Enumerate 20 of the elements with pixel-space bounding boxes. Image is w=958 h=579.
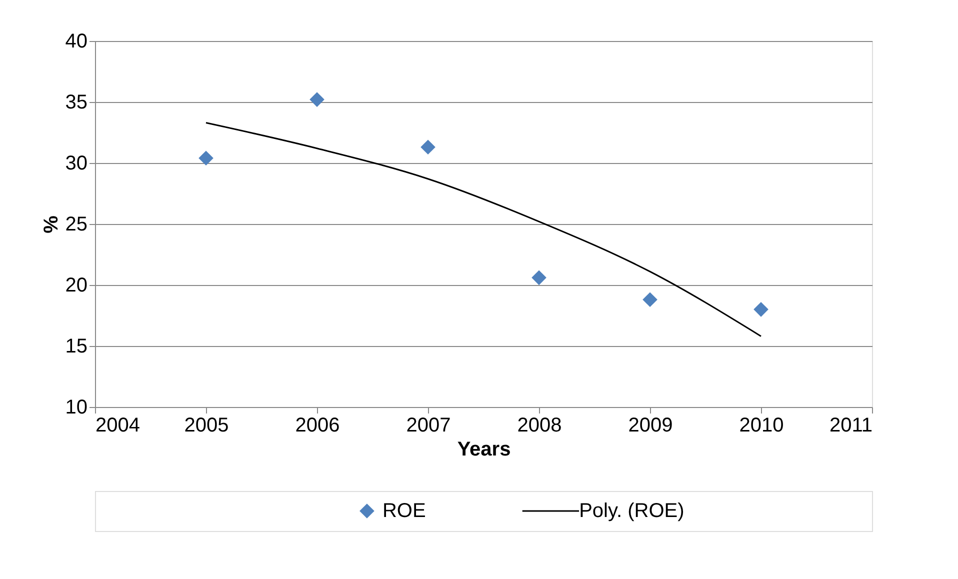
- x-tick-label: 2009: [628, 414, 673, 436]
- legend-label: ROE: [382, 500, 426, 522]
- y-tick-label: 40: [65, 30, 88, 52]
- x-tick-label: 2011: [829, 414, 872, 436]
- x-axis-title: Years: [457, 438, 511, 460]
- y-tick-label: 30: [65, 152, 88, 174]
- y-tick-label: 35: [65, 92, 88, 114]
- x-tick-label: 2004: [96, 414, 140, 436]
- line-series: [205, 122, 762, 337]
- x-tick-label: 2010: [739, 414, 784, 436]
- y-tick-label: 20: [65, 274, 88, 296]
- y-tick-label: 10: [65, 396, 88, 418]
- x-tick-label: 2005: [184, 414, 229, 436]
- legend-label: Poly. (ROE): [579, 500, 684, 522]
- y-tick-label: 25: [65, 214, 88, 236]
- x-tick-label: 2007: [406, 414, 451, 436]
- y-tick-label: 15: [65, 336, 88, 358]
- y-axis-title: %: [40, 215, 62, 234]
- x-tick-label: 2008: [517, 414, 562, 436]
- x-tick-label: 2006: [295, 414, 340, 436]
